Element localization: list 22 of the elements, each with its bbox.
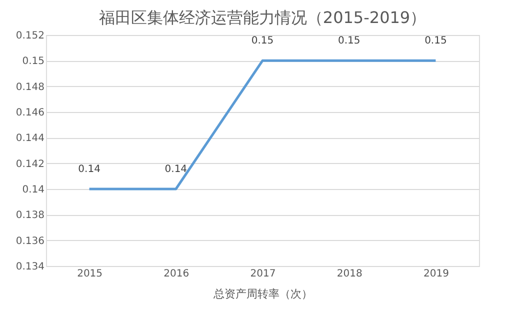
y-tick-label: 0.148 xyxy=(16,82,44,93)
y-tick-label: 0.138 xyxy=(16,210,44,222)
y-tick-label: 0.14 xyxy=(22,184,44,196)
y-tick-label: 0.152 xyxy=(16,30,44,42)
x-tick-label: 2018 xyxy=(336,268,362,280)
y-tick-label: 0.136 xyxy=(16,236,44,247)
y-tick-label: 0.15 xyxy=(22,56,44,68)
y-tick-label: 0.134 xyxy=(16,262,44,272)
x-tick-label: 2019 xyxy=(423,268,449,280)
chart-title: 福田区集体经济运营能力情况（2015-2019） xyxy=(98,8,426,27)
y-tick-label: 0.144 xyxy=(16,133,44,144)
data-label: 0.15 xyxy=(338,36,360,47)
data-label: 0.15 xyxy=(251,36,274,47)
x-tick-label: 2015 xyxy=(77,268,103,280)
data-label: 0.15 xyxy=(424,36,447,47)
data-label: 0.14 xyxy=(164,164,188,175)
x-tick-label: 2016 xyxy=(164,268,190,280)
x-tick-label: 2017 xyxy=(250,268,276,280)
y-tick-label: 0.142 xyxy=(16,158,44,170)
x-axis-title: 总资产周转率（次） xyxy=(212,288,312,300)
data-label: 0.14 xyxy=(78,164,100,175)
y-tick-label: 0.146 xyxy=(16,108,44,118)
